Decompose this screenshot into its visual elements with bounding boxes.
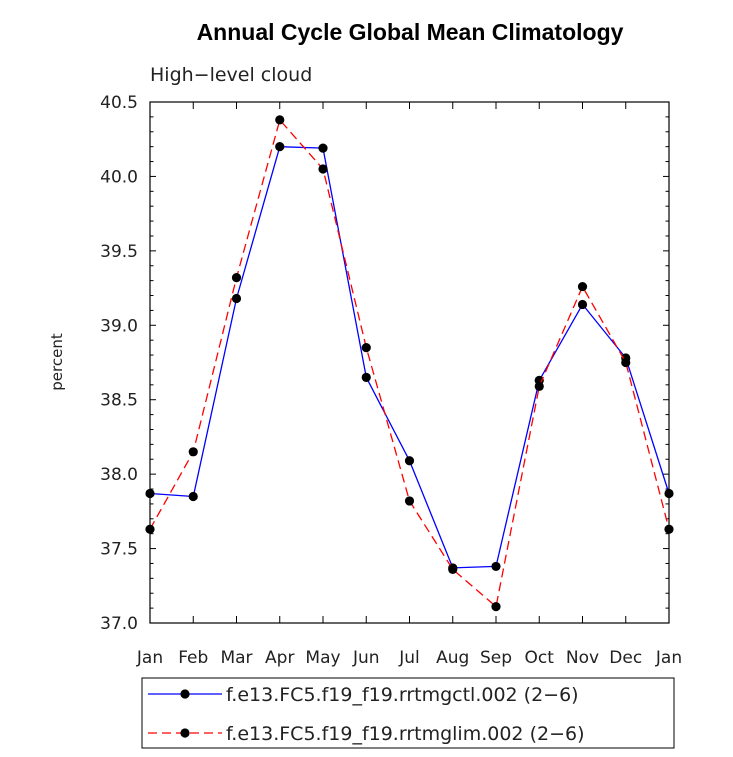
legend: f.e13.FC5.f19_f19.rrtmgctl.002 (2−6) f.e…: [141, 677, 675, 749]
series-1-point: [664, 524, 674, 534]
x-tick-label: Jun: [352, 648, 380, 668]
series-1-point: [231, 273, 242, 283]
x-tick-label: Nov: [566, 648, 599, 668]
x-tick-label: Jan: [136, 648, 163, 668]
series-1-point: [448, 564, 458, 575]
y-axis-label: percent: [48, 333, 66, 391]
series-1-point: [534, 381, 544, 391]
series-0-point: [577, 299, 588, 310]
legend-label-ctl: f.e13.FC5.f19_f19.rrtmgctl.002 (2−6): [226, 684, 579, 706]
series-1-point: [188, 447, 198, 457]
series-1-point: [577, 281, 588, 292]
y-tick-label: 38.0: [100, 465, 138, 485]
y-tick-label: 39.0: [100, 316, 138, 336]
x-tick-label: Jan: [655, 648, 682, 668]
x-tick-label: Mar: [220, 648, 252, 668]
series-1-point: [621, 357, 631, 368]
series-1-point: [361, 343, 371, 353]
series-0-point: [361, 372, 371, 382]
series-1-point: [491, 602, 501, 612]
series-0-point: [491, 561, 501, 572]
series-1-point: [145, 524, 155, 534]
series-0-point: [275, 142, 285, 152]
series-0-point: [664, 488, 674, 499]
series-0-point: [188, 491, 198, 502]
series-1-point: [275, 115, 285, 125]
series-1-point: [404, 496, 415, 506]
x-tick-label: Oct: [525, 648, 555, 668]
y-tick-label: 40.0: [100, 167, 138, 187]
series-layer: [145, 115, 674, 612]
x-tick-label: May: [305, 648, 340, 668]
series-0-point: [404, 456, 415, 466]
chart-title: Annual Cycle Global Mean Climatology: [197, 19, 624, 45]
x-tick-label: Jul: [398, 648, 420, 668]
y-tick-label: 38.5: [100, 391, 138, 411]
y-tick-label: 40.5: [100, 93, 138, 113]
series-1-point: [318, 164, 328, 174]
x-tick-label: Aug: [436, 648, 469, 668]
x-tick-label: Apr: [265, 648, 294, 668]
y-tick-label: 39.5: [100, 242, 138, 262]
chart-subtitle: High−level cloud: [150, 64, 312, 86]
legend-marker-ctl: [180, 689, 190, 699]
legend-box: [141, 677, 675, 749]
y-tick-label: 37.0: [100, 614, 138, 634]
x-tick-label: Sep: [480, 648, 512, 668]
x-tick-label: Dec: [609, 648, 642, 668]
x-tick-label: Feb: [178, 648, 208, 668]
series-0-point: [231, 293, 242, 304]
series-0-point: [145, 488, 155, 499]
plot-area: 37.0 37.5 38.0 38.5 39.0 39.5 40.0 40.5 Jan Feb Ma…: [100, 93, 682, 668]
legend-label-lim: f.e13.FC5.f19_f19.rrtmglim.002 (2−6): [226, 723, 585, 745]
legend-marker-lim: [180, 728, 190, 738]
y-tick-label: 37.5: [100, 540, 138, 560]
series-0-point: [318, 143, 328, 153]
